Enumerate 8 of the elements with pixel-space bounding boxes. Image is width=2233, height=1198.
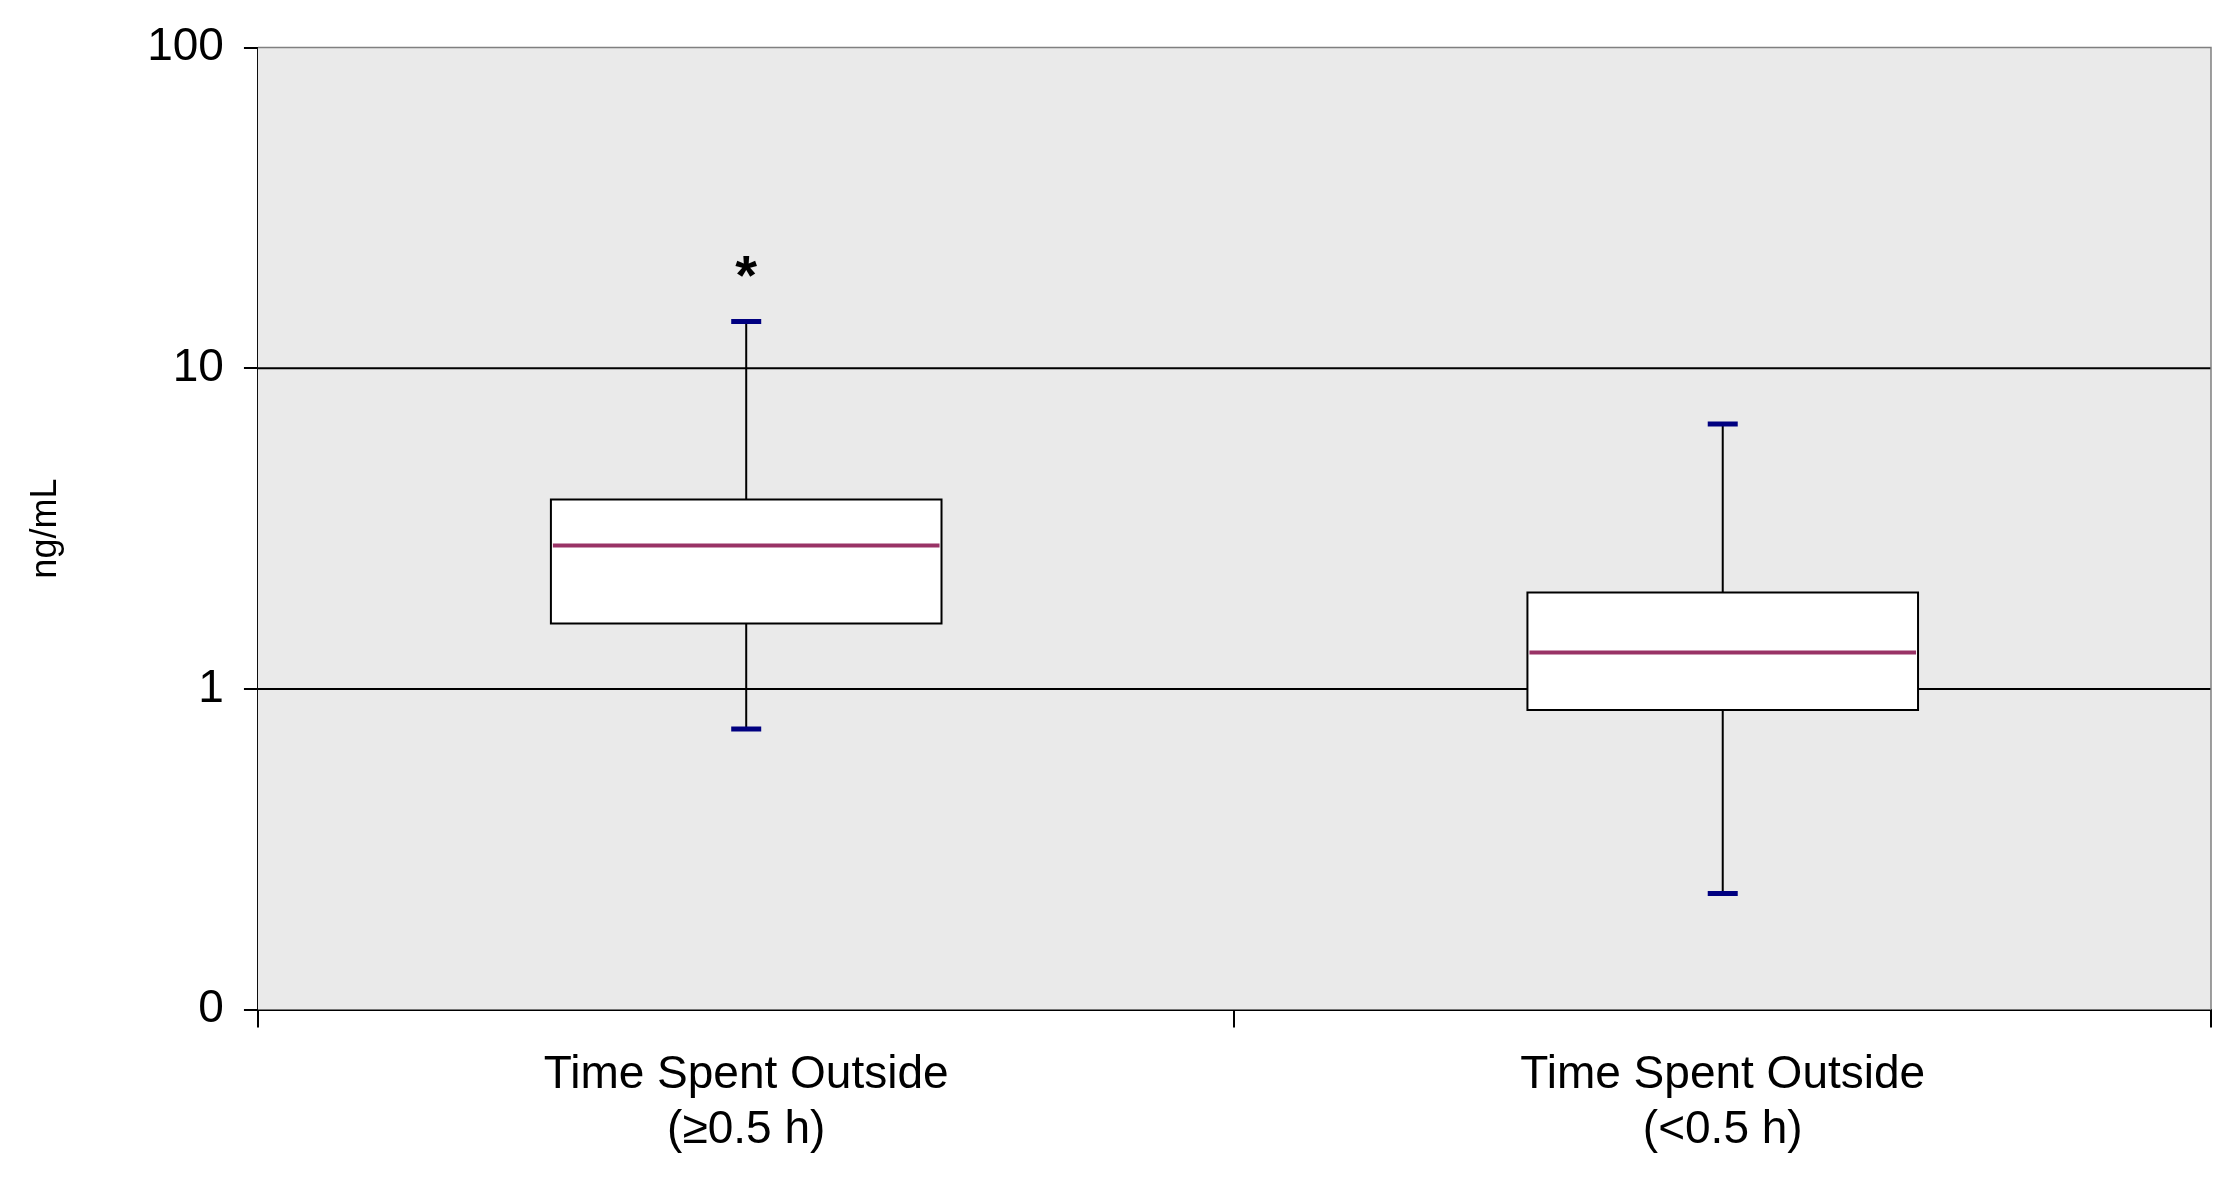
annotation: * [735,242,758,306]
y-tick-label: 10 [172,338,224,391]
y-axis-title: ng/mL [22,478,64,579]
x-tick-label: Time Spent Outside (<0.5 h) [1520,1045,1926,1154]
x-tick-label: Time Spent Outside (≥0.5 h) [543,1045,949,1154]
y-tick-label: 0 [198,980,224,1033]
y-tick-label: 100 [147,18,224,71]
y-tick-label: 1 [198,659,224,712]
